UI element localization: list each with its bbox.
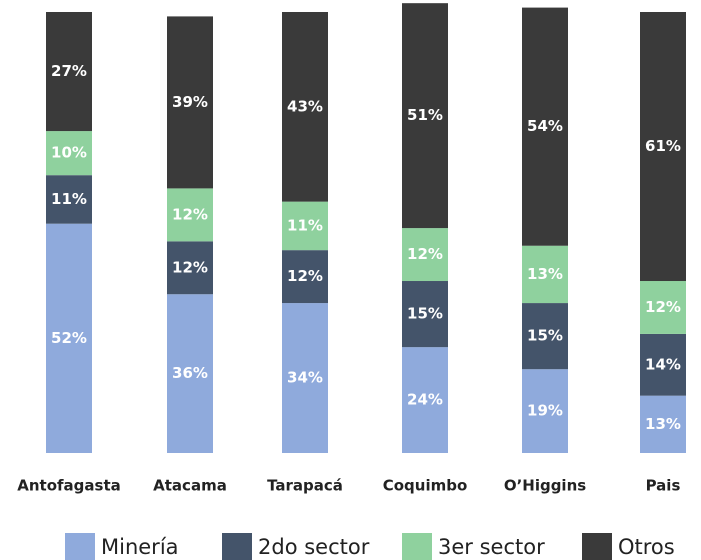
value-label: 12% <box>645 298 681 316</box>
bar-segment <box>282 201 328 251</box>
bar-segment <box>402 228 448 282</box>
x-tick-label: Pais <box>646 477 681 495</box>
value-label: 34% <box>287 369 323 387</box>
value-label: 10% <box>51 144 87 162</box>
bar-segment <box>640 333 686 396</box>
value-label: 24% <box>407 391 443 409</box>
bar-segment <box>640 281 686 334</box>
bar-segment <box>167 294 213 453</box>
bar-segment <box>282 12 328 202</box>
x-tick-label: Antofagasta <box>17 477 121 495</box>
bar-segment <box>522 369 568 453</box>
x-tick-label: O’Higgins <box>504 477 586 495</box>
legend-label: Otros <box>618 535 675 559</box>
legend-label: 2do sector <box>258 535 370 559</box>
value-label: 13% <box>645 415 681 433</box>
value-label: 51% <box>407 106 443 124</box>
value-label: 15% <box>407 305 443 323</box>
bar-segment <box>402 281 448 348</box>
bar-segment <box>46 223 92 453</box>
value-label: 14% <box>645 355 681 373</box>
value-label: 54% <box>527 117 563 135</box>
bar-segment <box>402 3 448 229</box>
value-label: 39% <box>172 93 208 111</box>
value-label: 12% <box>172 205 208 223</box>
bar-segment <box>522 245 568 304</box>
bar-segment <box>46 175 92 224</box>
value-label: 13% <box>527 265 563 283</box>
value-label: 52% <box>51 329 87 347</box>
value-label: 61% <box>645 137 681 155</box>
legend-label: Minería <box>101 535 179 559</box>
value-label: 36% <box>172 364 208 382</box>
x-tick-label: Tarapacá <box>267 477 343 495</box>
bar-segment <box>46 131 92 176</box>
bar-segment <box>522 303 568 370</box>
bar-segment <box>282 303 328 453</box>
bar-segment <box>522 7 568 246</box>
bar-segment <box>640 395 686 453</box>
bar-segment <box>167 241 213 295</box>
x-tick-label: Coquimbo <box>383 477 468 495</box>
x-tick-label: Atacama <box>153 477 227 495</box>
legend-swatch <box>222 533 252 560</box>
legend-swatch <box>402 533 432 560</box>
legend-swatch <box>65 533 95 560</box>
value-label: 15% <box>527 327 563 345</box>
legend-swatch <box>582 533 612 560</box>
bar-segment <box>282 250 328 304</box>
value-label: 12% <box>287 267 323 285</box>
value-label: 43% <box>287 97 323 115</box>
bar-segment <box>46 12 92 132</box>
bar-segment <box>167 16 213 189</box>
legend-label: 3er sector <box>438 535 545 559</box>
value-label: 12% <box>407 245 443 263</box>
value-label: 27% <box>51 62 87 80</box>
bar-segment <box>402 347 448 453</box>
bar-segment <box>167 188 213 242</box>
value-label: 19% <box>527 402 563 420</box>
bar-segment <box>640 12 686 282</box>
value-label: 11% <box>287 216 323 234</box>
value-label: 11% <box>51 190 87 208</box>
value-label: 12% <box>172 258 208 276</box>
